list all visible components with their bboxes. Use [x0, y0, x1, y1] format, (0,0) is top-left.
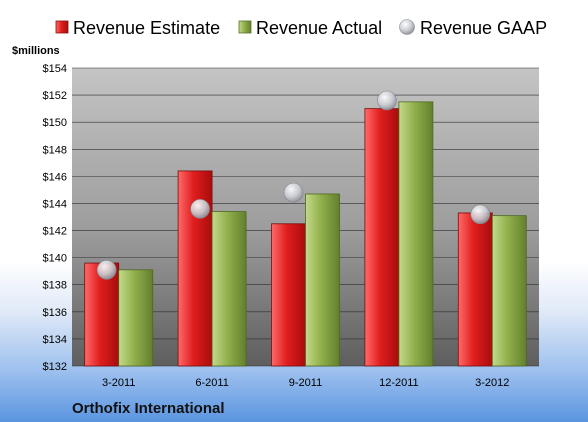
bar-revenue-actual	[211, 211, 247, 367]
bar-revenue-estimate	[271, 223, 306, 367]
y-tick-label: $142	[43, 226, 67, 238]
x-tick-label: 6-2011	[195, 377, 228, 389]
y-tick-label: $154	[43, 63, 67, 75]
x-tick-label: 3-2012	[475, 377, 509, 389]
y-unit-label: $millions	[12, 45, 60, 57]
y-tick-label: $136	[43, 307, 67, 319]
y-tick-label: $134	[43, 334, 67, 346]
bar-revenue-estimate	[457, 212, 493, 367]
marker-revenue-gaap	[283, 182, 304, 203]
x-tick-label: 12-2011	[379, 377, 419, 389]
bar-revenue-actual	[305, 193, 340, 367]
legend: Revenue Estimate Revenue Actual Revenue …	[55, 18, 547, 38]
x-tick-label: 3-2011	[102, 377, 135, 389]
bars	[84, 101, 527, 367]
company-name: Orthofix International	[72, 400, 225, 417]
marker-revenue-gaap	[377, 90, 397, 111]
legend-label-estimate: Revenue Estimate	[73, 18, 220, 38]
gaap-markers	[96, 90, 491, 280]
x-axis-labels: 3-2011 6-2011 9-2011 12-2011 3-2012	[102, 377, 509, 389]
y-tick-label: $146	[43, 171, 67, 183]
y-axis-ticks: $132 $134 $136 $138 $140 $142 $144 $146 $148 $150…	[43, 63, 67, 373]
y-tick-label: $150	[43, 117, 67, 129]
bar-revenue-actual	[118, 269, 154, 367]
bar-revenue-actual	[398, 101, 434, 367]
x-tick-label: 9-2011	[289, 377, 322, 389]
legend-swatch-gaap	[399, 19, 415, 35]
y-tick-label: $140	[43, 253, 67, 265]
marker-revenue-gaap	[96, 260, 117, 280]
y-tick-label: $148	[43, 144, 67, 156]
bar-revenue-estimate	[364, 108, 400, 367]
legend-label-actual: Revenue Actual	[256, 18, 382, 38]
legend-swatch-estimate	[55, 20, 69, 34]
legend-label-gaap: Revenue GAAP	[420, 18, 547, 38]
y-tick-label: $138	[43, 280, 67, 292]
y-tick-label: $152	[43, 90, 67, 102]
bar-revenue-estimate	[84, 262, 120, 367]
marker-revenue-gaap	[470, 204, 491, 225]
marker-revenue-gaap	[190, 199, 210, 219]
legend-swatch-actual	[238, 20, 252, 34]
y-tick-label: $132	[43, 361, 67, 373]
bar-revenue-actual	[491, 215, 527, 367]
bar-revenue-estimate	[177, 170, 213, 367]
y-tick-label: $144	[43, 198, 67, 210]
